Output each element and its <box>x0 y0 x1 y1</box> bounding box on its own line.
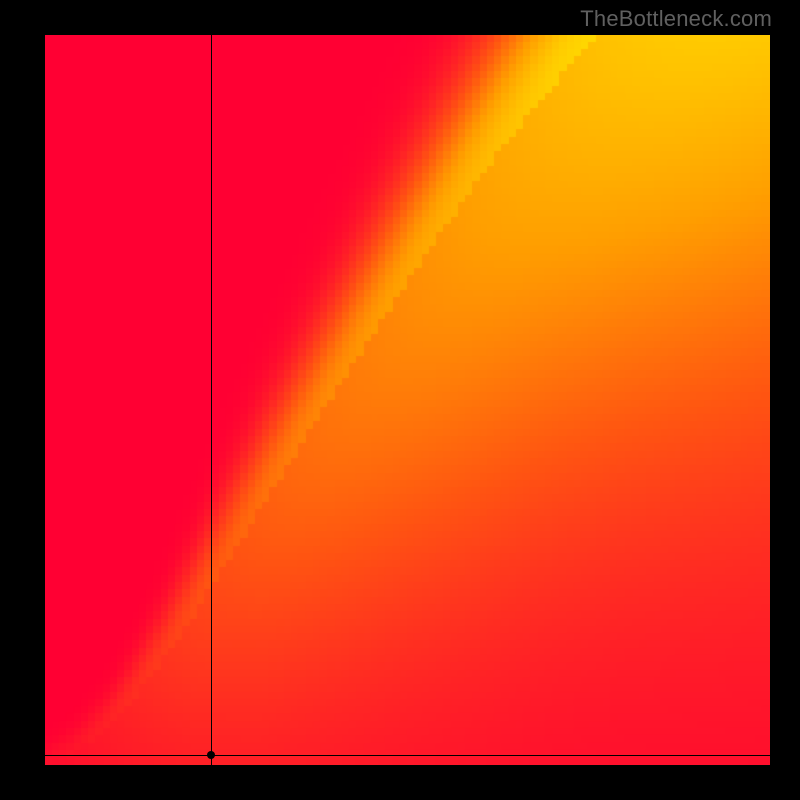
watermark-text: TheBottleneck.com <box>580 6 772 32</box>
heatmap-canvas <box>45 35 770 765</box>
heatmap-plot <box>45 35 770 765</box>
crosshair-vertical <box>211 35 212 765</box>
crosshair-dot <box>207 751 215 759</box>
crosshair-horizontal <box>45 755 770 756</box>
